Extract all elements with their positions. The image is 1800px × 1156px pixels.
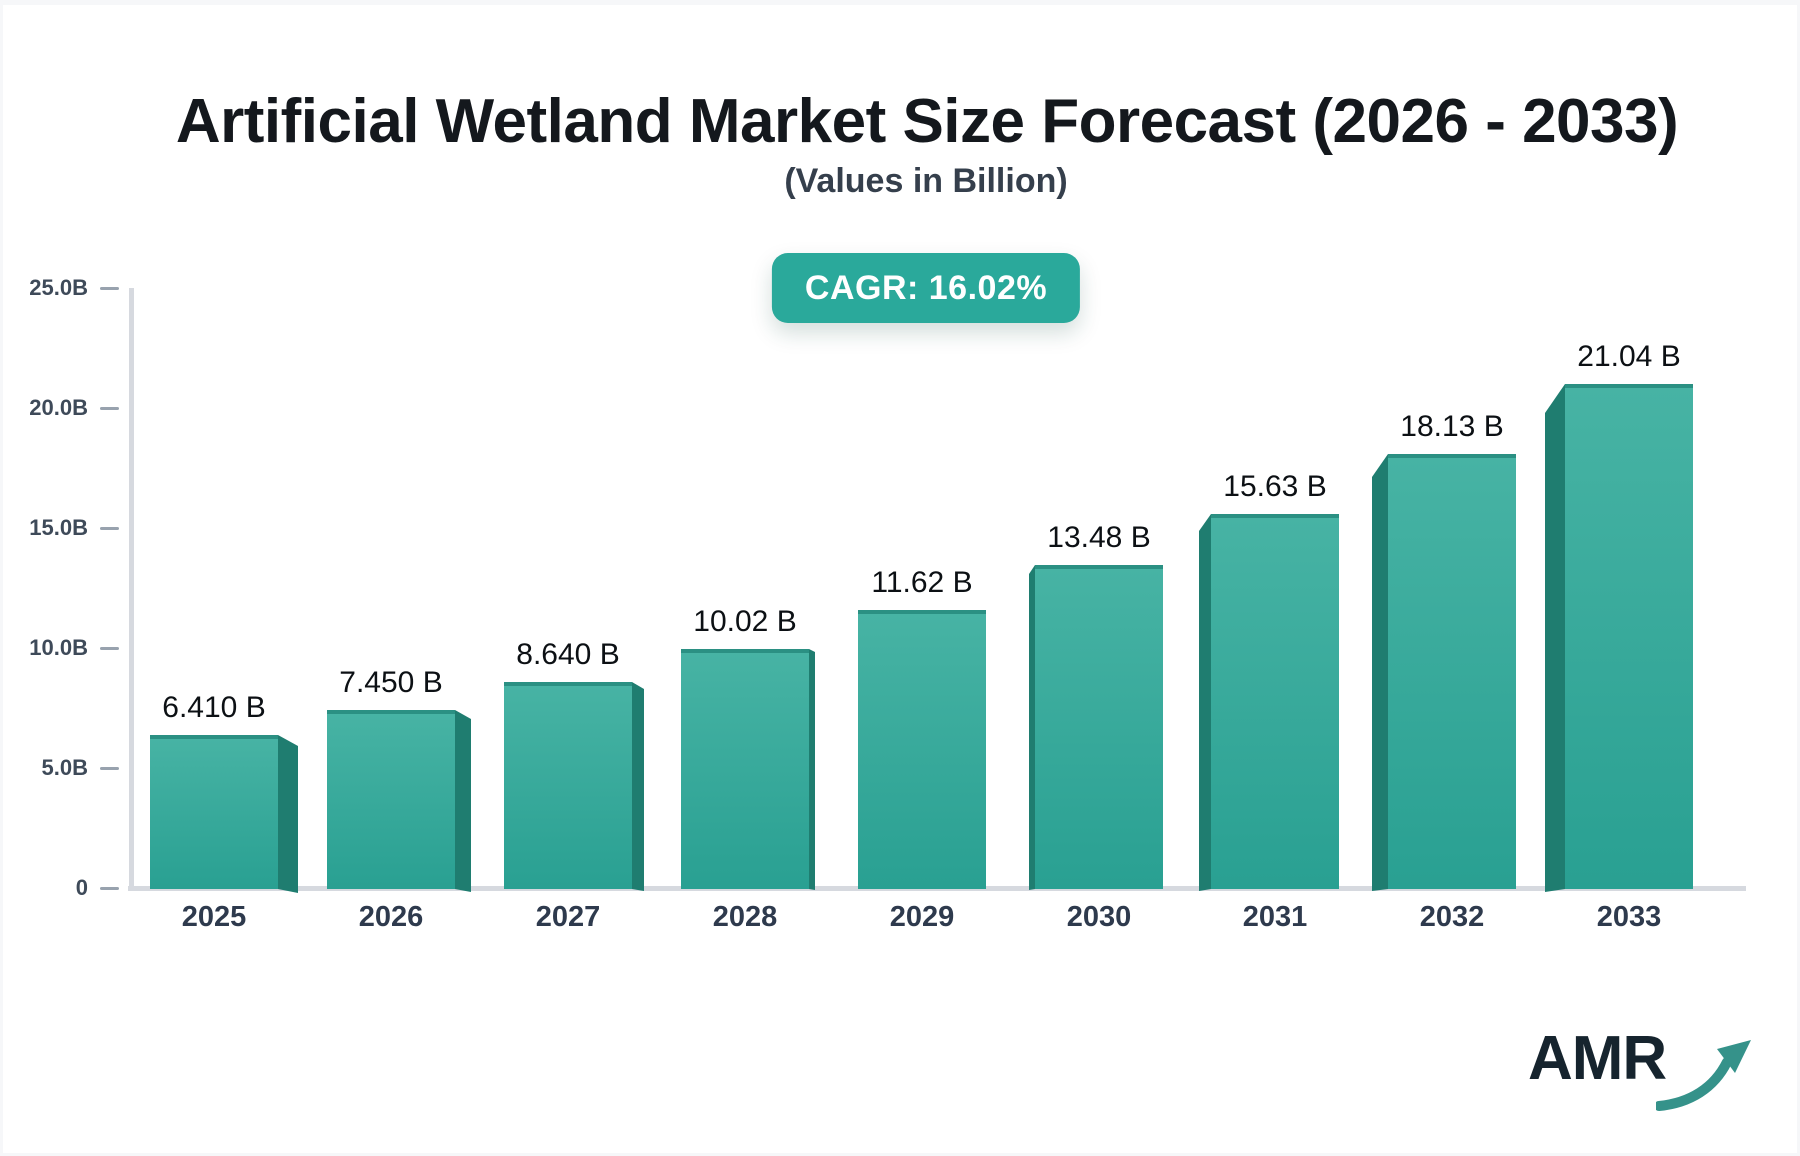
- bar-2028-value-label: 10.02 B: [693, 605, 797, 638]
- bar-2029-front-face: [858, 610, 986, 889]
- x-axis-label-2029: 2029: [889, 901, 955, 933]
- x-axis-label-2030: 2030: [1066, 901, 1132, 933]
- y-tick-dash: [100, 887, 119, 890]
- bar-2028-front-face: [681, 649, 809, 889]
- bar-2032-front-face: [1388, 454, 1516, 889]
- y-tick-label-10.0B: 10.0B: [29, 635, 88, 660]
- y-tick-label-15.0B: 15.0B: [29, 515, 88, 540]
- bar-2027-value-label: 8.640 B: [516, 638, 620, 671]
- bar-2025-side-face: [278, 735, 298, 893]
- y-tick-dash: [100, 767, 119, 770]
- y-tick-label-25.0B: 25.0B: [29, 275, 88, 300]
- bar-2030-side-face: [1029, 565, 1035, 890]
- x-axis-label-2028: 2028: [712, 901, 778, 933]
- bar-2025-value-label: 6.410 B: [162, 691, 266, 724]
- amr-logo: AMR: [1528, 1028, 1752, 1114]
- x-axis-label-2027: 2027: [535, 901, 601, 933]
- bar-2030-value-label: 13.48 B: [1047, 521, 1151, 554]
- bar-2026-value-label: 7.450 B: [339, 666, 443, 699]
- bar-2031-side-face: [1199, 514, 1211, 891]
- chart-subtitle: (Values in Billion): [784, 162, 1068, 200]
- bar-2029-value-label: 11.62 B: [871, 566, 973, 599]
- x-axis-label-2026: 2026: [358, 901, 424, 933]
- y-tick-dash: [100, 407, 119, 410]
- y-axis-line: [129, 288, 134, 891]
- bar-2026-side-face: [455, 710, 471, 892]
- bar-2027-front-face: [504, 682, 632, 889]
- y-tick-dash: [100, 647, 119, 650]
- x-axis-label-2025: 2025: [181, 901, 247, 933]
- cagr-badge-label: CAGR: 16.02%: [804, 268, 1048, 307]
- bar-2031-value-label: 15.63 B: [1223, 470, 1327, 503]
- bar-2030-front-face: [1035, 565, 1163, 889]
- x-axis-label-2032: 2032: [1419, 901, 1485, 933]
- bar-2025-front-face: [150, 735, 278, 889]
- bar-2027-side-face: [632, 682, 644, 891]
- x-axis-label-2033: 2033: [1596, 901, 1662, 933]
- bar-2032-value-label: 18.13 B: [1400, 410, 1504, 443]
- chart-title: Artificial Wetland Market Size Forecast …: [175, 87, 1679, 156]
- y-tick-dash: [100, 287, 119, 290]
- bar-2033-side-face: [1545, 384, 1565, 892]
- bar-2031-front-face: [1211, 514, 1339, 889]
- bar-2026-front-face: [327, 710, 455, 889]
- y-tick-label-0: 0: [75, 875, 88, 900]
- amr-logo-arrow-icon: [1656, 1040, 1752, 1111]
- y-tick-label-20.0B: 20.0B: [29, 395, 88, 420]
- bar-2033-front-face: [1565, 384, 1693, 889]
- amr-logo-text: AMR: [1528, 1024, 1667, 1093]
- y-tick-label-5.0B: 5.0B: [41, 755, 88, 780]
- bar-2028-side-face: [809, 649, 815, 890]
- bar-2033-value-label: 21.04 B: [1577, 340, 1681, 373]
- cagr-badge: CAGR: 16.02%: [771, 253, 1081, 323]
- x-axis-label-2031: 2031: [1242, 901, 1308, 933]
- bar-2032-side-face: [1372, 454, 1388, 891]
- y-tick-dash: [100, 527, 119, 530]
